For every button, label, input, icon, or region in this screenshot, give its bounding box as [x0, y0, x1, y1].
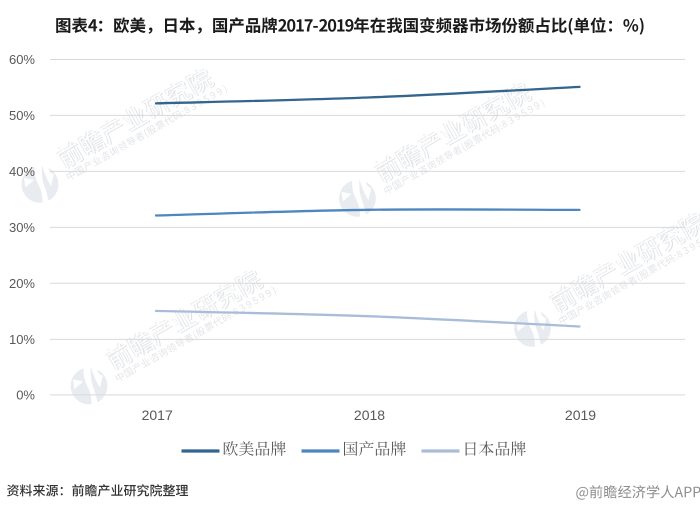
svg-text:2018: 2018 [354, 407, 385, 423]
svg-text:0%: 0% [16, 388, 35, 403]
svg-text:40%: 40% [9, 164, 35, 179]
svg-text:2019: 2019 [565, 407, 596, 423]
svg-text:30%: 30% [9, 220, 35, 235]
svg-text:60%: 60% [9, 52, 35, 67]
svg-text:20%: 20% [9, 276, 35, 291]
svg-text:2017: 2017 [142, 407, 173, 423]
svg-text:50%: 50% [9, 108, 35, 123]
svg-text:10%: 10% [9, 332, 35, 347]
